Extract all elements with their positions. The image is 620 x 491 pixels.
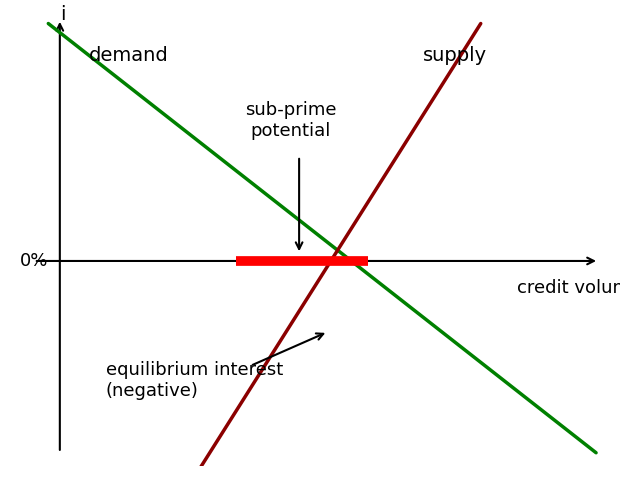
Text: equilibrium interest
(negative): equilibrium interest (negative) [106, 361, 283, 400]
Text: supply: supply [423, 46, 487, 65]
Text: credit volume: credit volume [516, 279, 620, 297]
Text: demand: demand [89, 46, 169, 65]
Text: i: i [60, 5, 66, 24]
Text: sub-prime
potential: sub-prime potential [245, 101, 336, 140]
Text: 0%: 0% [20, 252, 48, 270]
